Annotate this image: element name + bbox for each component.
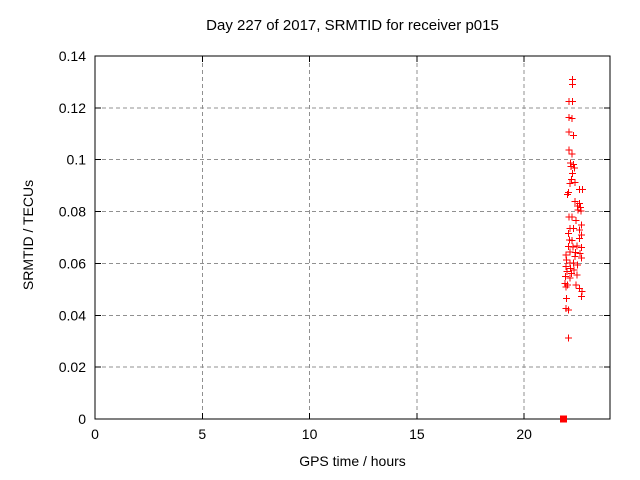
x-tick-label: 15 [409,426,425,442]
zero-marker [559,415,567,423]
y-tick-label: 0.06 [59,255,86,271]
scatter-points [561,75,587,342]
y-tick-label: 0.14 [59,48,86,64]
y-tick-label: 0.08 [59,204,86,220]
x-tick-label: 5 [198,426,206,442]
x-tick-label: 10 [302,426,318,442]
y-tick-label: 0.1 [67,152,87,168]
x-axis-label: GPS time / hours [299,453,406,469]
y-tick-label: 0.12 [59,100,86,116]
y-tick-label: 0 [78,411,86,427]
chart-title: Day 227 of 2017, SRMTID for receiver p01… [206,17,499,34]
y-tick-label: 0.02 [59,359,86,375]
y-tick-label: 0.04 [59,307,86,323]
x-tick-label: 0 [91,426,99,442]
x-tick-label: 20 [516,426,532,442]
plot-border [94,55,611,420]
